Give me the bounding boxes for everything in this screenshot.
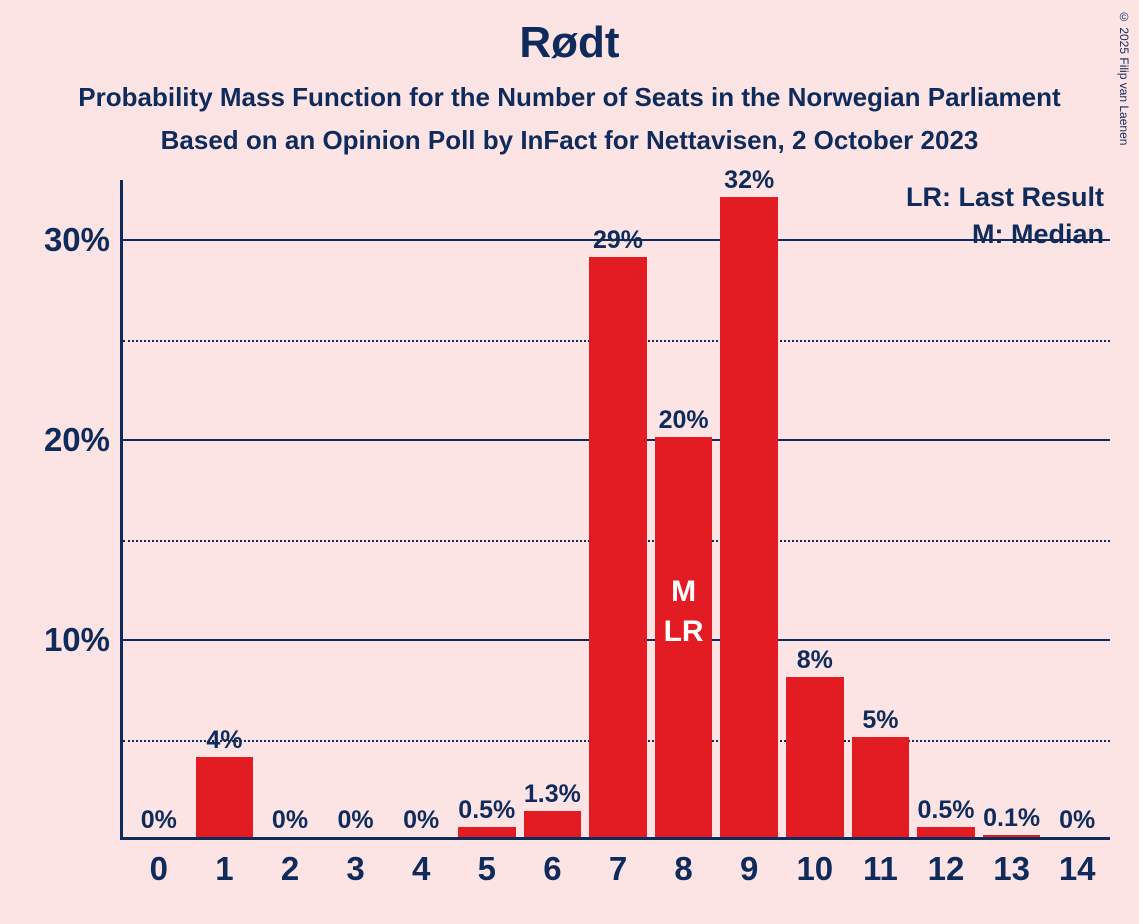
bar: 4% xyxy=(196,757,254,837)
bar-value-label: 8% xyxy=(797,646,833,677)
bar-value-label: 0.1% xyxy=(983,804,1040,835)
bar-annotation: LR xyxy=(664,615,704,649)
chart-subtitle-1: Probability Mass Function for the Number… xyxy=(0,82,1139,113)
bar: 29% xyxy=(589,257,647,837)
x-tick-label: 7 xyxy=(609,840,627,888)
bar-value-label: 0% xyxy=(272,806,308,837)
x-tick-label: 11 xyxy=(863,840,898,888)
x-tick-label: 3 xyxy=(346,840,364,888)
y-tick-label: 30% xyxy=(44,221,120,259)
copyright-text: © 2025 Filip van Laenen xyxy=(1117,10,1131,145)
bar: 0.5% xyxy=(917,827,975,837)
x-tick-label: 8 xyxy=(674,840,692,888)
x-tick-label: 2 xyxy=(281,840,299,888)
bar-value-label: 1.3% xyxy=(524,780,581,811)
bar-value-label: 20% xyxy=(659,406,709,437)
bar-value-label: 29% xyxy=(593,226,643,257)
x-tick-label: 13 xyxy=(993,840,1030,888)
x-tick-label: 10 xyxy=(796,840,833,888)
bar-value-label: 0% xyxy=(141,806,177,837)
bar-value-label: 5% xyxy=(862,706,898,737)
x-tick-label: 5 xyxy=(478,840,496,888)
x-tick-label: 6 xyxy=(543,840,561,888)
x-tick-label: 12 xyxy=(928,840,965,888)
bar: 0.5% xyxy=(458,827,516,837)
x-tick-label: 0 xyxy=(150,840,168,888)
bar-value-label: 0% xyxy=(338,806,374,837)
bar: 1.3% xyxy=(524,811,582,837)
bar-chart: 10%20%30%0%04%10%20%30%40.5%51.3%629%720… xyxy=(120,180,1110,840)
y-tick-label: 10% xyxy=(44,621,120,659)
bar-value-label: 32% xyxy=(724,166,774,197)
bar-value-label: 0% xyxy=(1059,806,1095,837)
bar: 0.1% xyxy=(983,835,1041,837)
y-tick-label: 20% xyxy=(44,421,120,459)
chart-subtitle-2: Based on an Opinion Poll by InFact for N… xyxy=(0,125,1139,156)
bar-annotation: M xyxy=(671,575,696,609)
x-tick-label: 9 xyxy=(740,840,758,888)
bar-value-label: 0.5% xyxy=(917,796,974,827)
bar-value-label: 0.5% xyxy=(458,796,515,827)
legend: LR: Last Result M: Median xyxy=(906,182,1104,250)
bar-value-label: 4% xyxy=(206,726,242,757)
chart-title: Rødt xyxy=(0,0,1139,68)
bar: 32% xyxy=(720,197,778,837)
x-tick-label: 14 xyxy=(1059,840,1096,888)
bar: 5% xyxy=(852,737,910,837)
bar-value-label: 0% xyxy=(403,806,439,837)
legend-line: LR: Last Result xyxy=(906,182,1104,213)
legend-line: M: Median xyxy=(906,219,1104,250)
x-tick-label: 4 xyxy=(412,840,430,888)
bar: 8% xyxy=(786,677,844,837)
x-tick-label: 1 xyxy=(215,840,233,888)
